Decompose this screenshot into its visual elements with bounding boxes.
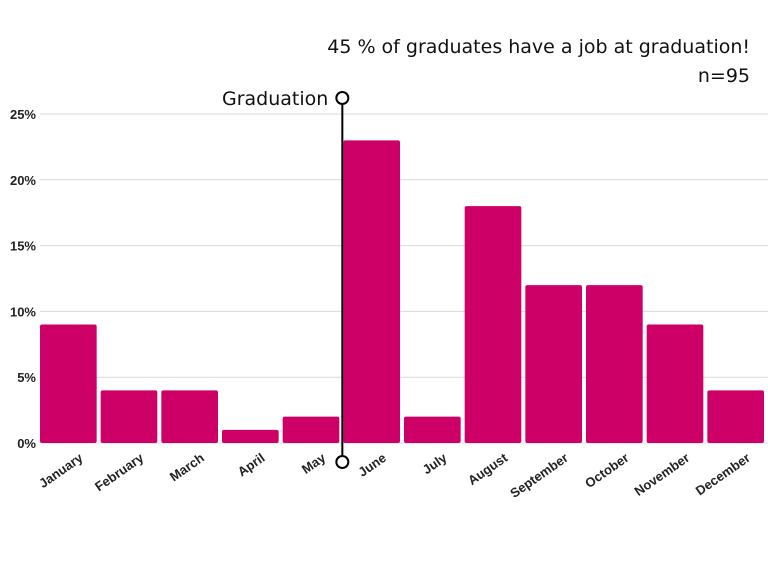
bar-june: [343, 140, 400, 443]
x-tick-label-july: July: [420, 450, 451, 478]
x-tick-label-september: September: [507, 450, 571, 501]
bar-april: [222, 429, 279, 443]
bar-july: [404, 416, 461, 443]
graduation-marker-bottom-handle: [335, 455, 350, 469]
y-tick-label: 25%: [10, 107, 36, 122]
chart-subtitle: n=95: [698, 65, 750, 87]
bars: [40, 140, 764, 443]
x-tick-label-march: March: [167, 450, 207, 484]
y-tick-label: 5%: [17, 370, 36, 385]
x-axis-ticks: January February March April May June July Augu…: [36, 450, 753, 501]
graduation-marker: Graduation: [222, 88, 350, 469]
x-tick-label-december: December: [693, 450, 753, 498]
x-tick-label-january: January: [36, 450, 86, 491]
y-tick-label: 15%: [10, 239, 36, 254]
bar-september: [525, 285, 582, 443]
bar-november: [646, 324, 704, 443]
bar-january: [40, 324, 97, 443]
y-tick-label: 20%: [10, 173, 36, 188]
bar-march: [161, 390, 218, 443]
x-tick-label-may: May: [299, 450, 329, 477]
bar-february: [100, 390, 158, 443]
x-tick-label-august: August: [465, 450, 511, 488]
bar-december: [707, 390, 764, 443]
graduation-marker-label: Graduation: [222, 88, 328, 110]
x-tick-label-february: February: [92, 450, 147, 495]
grid-lines: [40, 113, 768, 444]
x-tick-label-april: April: [235, 450, 268, 479]
chart-title: 45 % of graduates have a job at graduati…: [327, 36, 750, 58]
y-tick-label: 10%: [10, 304, 36, 319]
bar-august: [464, 206, 522, 443]
y-tick-label: 0%: [17, 436, 36, 451]
bar-october: [586, 285, 643, 443]
x-tick-label-november: November: [632, 450, 693, 499]
x-tick-label-june: June: [355, 450, 388, 480]
y-axis-ticks: 0% 5% 10% 15% 20% 25%: [10, 107, 36, 451]
graduation-marker-top-handle: [335, 91, 350, 105]
x-tick-label-october: October: [582, 450, 631, 491]
bar-may: [282, 416, 340, 443]
